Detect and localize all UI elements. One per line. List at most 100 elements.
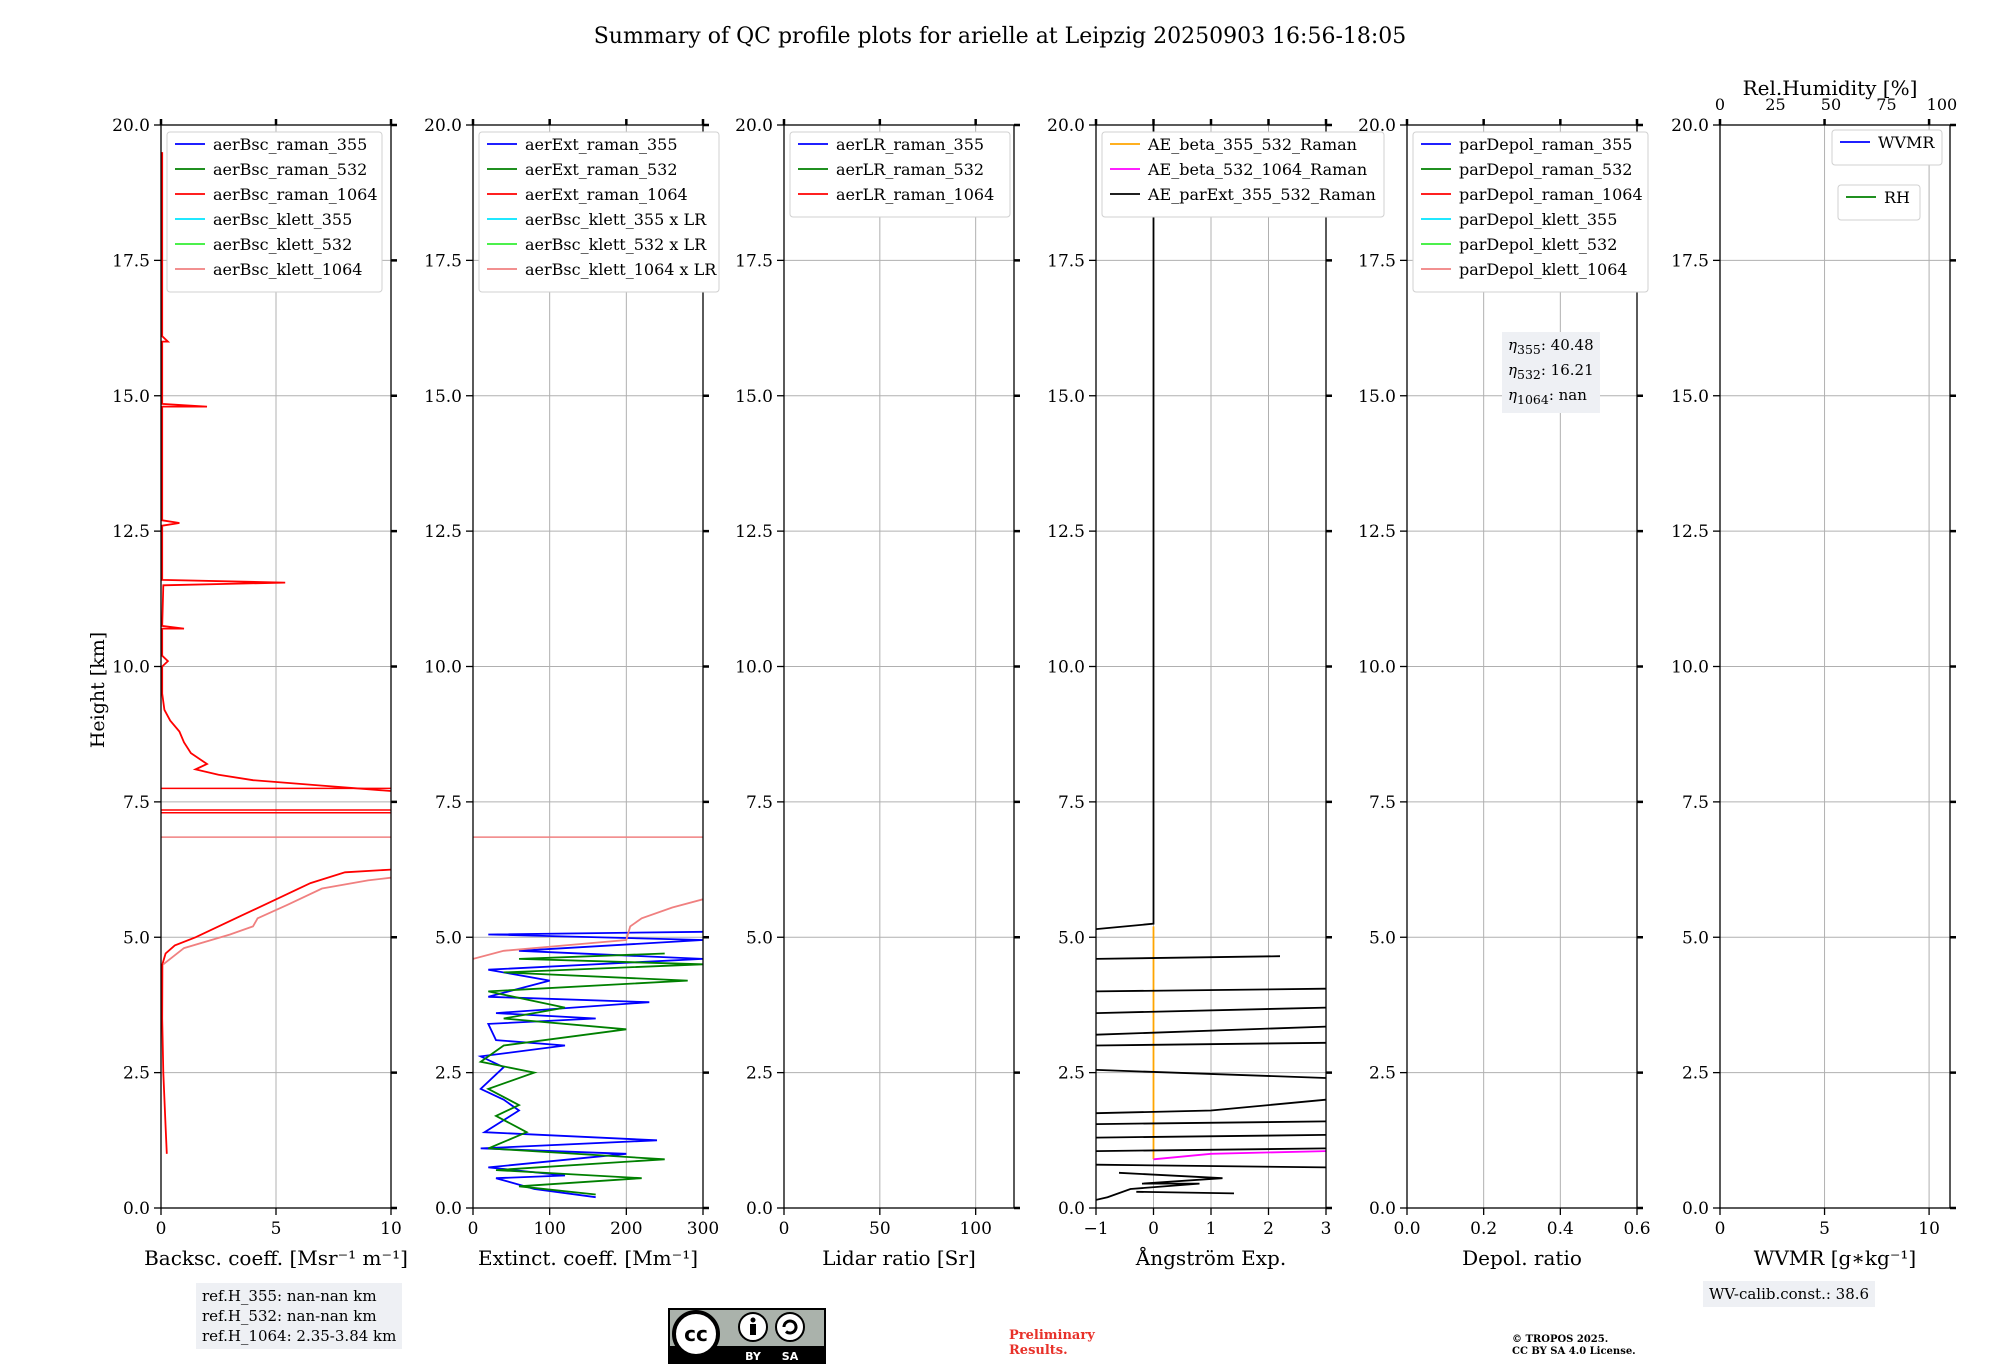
panel-backscatter: 0.0 2.5 5.0 7.5 10.0 12.5 15.0 17.5 20.0 0 5 10 Back… — [112, 116, 408, 1270]
copyright-line-1: © TROPOS 2025. — [1512, 1334, 1609, 1345]
legend-label: AE_beta_532_1064_Raman — [1147, 160, 1367, 179]
y-tick-label: 5.0 — [746, 928, 773, 948]
eta-532: η532: 16.21 — [1508, 361, 1594, 382]
series-AE_parExt_seg11 — [1096, 1147, 1326, 1152]
series-aerBsc_raman_1064 — [161, 868, 391, 1154]
y-tick-label: 10.0 — [424, 658, 462, 678]
cc-text: cc — [684, 1322, 708, 1346]
legend-label: aerBsc_klett_532 — [213, 235, 352, 254]
y-tick-label: 5.0 — [435, 928, 462, 948]
y-tick-label: 0.0 — [123, 1199, 150, 1219]
series-AE_parExt_seg6 — [1096, 1041, 1326, 1047]
legend-box — [1831, 129, 1943, 166]
plot-area — [473, 836, 703, 1199]
person-body — [750, 1324, 756, 1335]
y-tick-label: 15.0 — [1047, 387, 1085, 407]
series-aerExt_raman_355 — [477, 930, 703, 1199]
y-tick-label: 7.5 — [123, 793, 150, 813]
legend-label: WVMR — [1878, 133, 1935, 152]
cc-by: BY — [745, 1350, 762, 1363]
legend-label: aerBsc_raman_532 — [213, 160, 367, 179]
panel-wvmr: 0.02.55.07.510.012.515.017.520.00 5 10WVMR… — [1671, 76, 1957, 1270]
top-axis-label: Rel.Humidity [%] — [1743, 76, 1918, 100]
refh-355: ref.H_355: nan-nan km — [202, 1287, 377, 1305]
series-AE_parExt_seg12 — [1096, 1163, 1326, 1169]
x-tick-label: 10 — [380, 1219, 402, 1239]
top-tick-label: 25 — [1765, 95, 1785, 114]
y-tick-label: 2.5 — [1369, 1064, 1396, 1084]
x-axis-label: Depol. ratio — [1462, 1246, 1582, 1270]
x-tick-label: 10 — [1918, 1219, 1940, 1239]
y-tick-label: 10.0 — [735, 658, 773, 678]
y-tick-label: 5.0 — [1682, 928, 1709, 948]
x-tick-label: 0 — [1148, 1219, 1159, 1239]
y-tick-label: 17.5 — [112, 251, 150, 271]
figure-title: Summary of QC profile plots for arielle … — [594, 24, 1407, 49]
legend-label: aerBsc_klett_355 — [213, 210, 352, 229]
series-AE_parExt_seg9 — [1096, 1120, 1326, 1125]
y-tick-label: 10.0 — [112, 658, 150, 678]
legend-label: aerBsc_klett_532 x LR — [525, 235, 707, 254]
x-tick-label: 2 — [1263, 1219, 1274, 1239]
y-tick-label: 15.0 — [424, 387, 462, 407]
y-tick-label: 20.0 — [424, 116, 462, 136]
eta-355: η355: 40.48 — [1508, 336, 1594, 357]
series-AE_parExt_seg13 — [1096, 1171, 1223, 1201]
y-tick-label: 17.5 — [1047, 251, 1085, 271]
x-tick-label: 100 — [533, 1219, 565, 1239]
y-tick-label: 0.0 — [746, 1199, 773, 1219]
y-tick-label: 20.0 — [112, 116, 150, 136]
y-tick-label: 17.5 — [1358, 251, 1396, 271]
x-tick-label: 0 — [468, 1219, 479, 1239]
x-tick-label: 5 — [271, 1219, 282, 1239]
y-tick-label: 17.5 — [735, 251, 773, 271]
y-tick-label: 15.0 — [112, 387, 150, 407]
legend-label: aerBsc_klett_1064 x LR — [525, 260, 717, 279]
y-tick-label: 2.5 — [435, 1064, 462, 1084]
legend-box — [166, 131, 383, 293]
y-tick-label: 20.0 — [735, 116, 773, 136]
panel-lidarratio: 0.0 2.5 5.0 7.5 10.0 12.5 15.0 17.5 20.0 0 50 100 Li… — [735, 116, 1020, 1270]
legend-box — [1837, 184, 1921, 221]
x-tick-label: 100 — [959, 1219, 991, 1239]
legend-label: aerBsc_raman_1064 — [213, 185, 378, 204]
y-tick-label: 0.0 — [1682, 1199, 1709, 1219]
y-axis-label: Height [km] — [87, 632, 109, 748]
plot-area — [1096, 125, 1326, 1201]
y-tick-label: 10.0 — [1047, 658, 1085, 678]
legend-label: aerLR_raman_532 — [836, 160, 984, 179]
panels: 0.02.55.07.510.012.515.017.520.00 5 10Back… — [112, 76, 1957, 1270]
y-tick-label: 10.0 — [1671, 658, 1709, 678]
x-tick-label: 0 — [1715, 1219, 1726, 1239]
x-axis-label: Extinct. coeff. [Mm⁻¹] — [478, 1246, 698, 1270]
y-tick-label: 7.5 — [746, 793, 773, 813]
legend-label: aerExt_raman_532 — [525, 160, 678, 179]
y-tick-label: 5.0 — [1369, 928, 1396, 948]
y-tick-label: 15.0 — [1358, 387, 1396, 407]
series-AE_parExt_seg2 — [1096, 955, 1281, 960]
legend-box — [478, 131, 720, 293]
y-tick-label: 2.5 — [123, 1064, 150, 1084]
x-tick-label: 1 — [1206, 1219, 1217, 1239]
legend-label: parDepol_klett_1064 — [1459, 260, 1628, 279]
cc-license-badge: cc BY SA — [668, 1308, 826, 1364]
y-tick-label: 12.5 — [1047, 522, 1085, 542]
top-tick-label: 100 — [1927, 95, 1958, 114]
wv-calib-const: WV-calib.const.: 38.6 — [1709, 1285, 1870, 1303]
x-tick-label: 200 — [610, 1219, 642, 1239]
legend-label: parDepol_klett_532 — [1459, 235, 1617, 254]
preliminary-line-1: Preliminary — [1009, 1328, 1095, 1343]
series-AE_parExt_seg3 — [1096, 987, 1326, 993]
legend-label: AE_beta_355_532_Raman — [1147, 135, 1357, 154]
copyright-note: © TROPOS 2025. CC BY SA 4.0 License. — [1512, 1334, 1636, 1358]
panel-extinction: 0.0 2.5 5.0 7.5 10.0 12.5 15.0 17.5 20.0 0 100 200 3… — [424, 116, 720, 1270]
series-aerExt_raman_532 — [478, 952, 703, 1196]
series-AE_parExt_seg14 — [1136, 1190, 1235, 1195]
top-tick-label: 50 — [1821, 95, 1841, 114]
legend-label: RH — [1884, 188, 1910, 207]
series-AE_parExt_seg7 — [1096, 1069, 1326, 1079]
x-tick-label: 3 — [1321, 1219, 1332, 1239]
preliminary-note: Preliminary Results. — [1009, 1328, 1095, 1358]
y-tick-label: 7.5 — [1682, 793, 1709, 813]
